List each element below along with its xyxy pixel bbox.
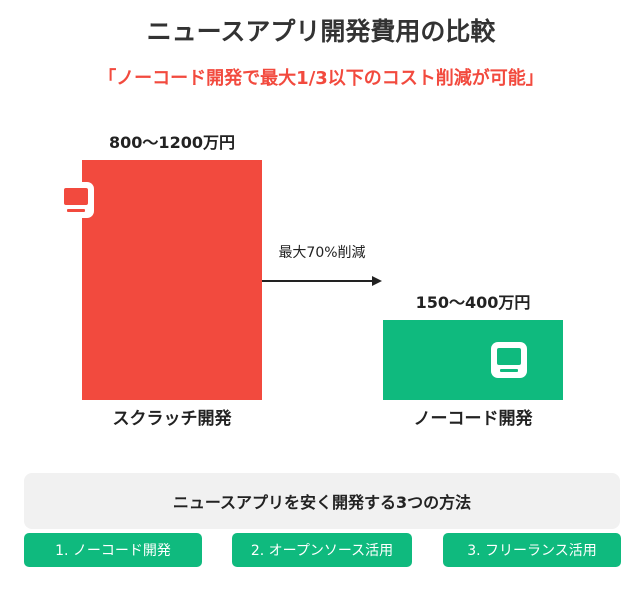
methods-heading: ニュースアプリを安く開発する3つの方法 [172,493,472,512]
method-opensource-button[interactable]: 2. オープンソース活用 [232,533,412,567]
bar-value-label: 800〜1200万円 [109,133,235,152]
monitor-icon [491,342,527,378]
method-label: 2. オープンソース活用 [250,543,394,559]
method-nocode-button[interactable]: 1. ノーコード開発 [24,533,202,567]
bar-scratch [82,160,262,400]
monitor-icon [58,182,94,218]
bar-value-label: 150〜400万円 [416,293,531,312]
method-label: 1. ノーコード開発 [55,543,171,559]
bar-category-label: スクラッチ開発 [113,408,233,429]
method-freelance-button[interactable]: 3. フリーランス活用 [443,533,621,567]
method-label: 3. フリーランス活用 [467,543,597,559]
page-subtitle: 「ノーコード開発で最大1/3以下のコスト削減が可能」 [98,68,544,89]
bar-nocode [383,320,563,400]
monitor-icon-stand [67,209,85,212]
methods-heading-panel: ニュースアプリを安く開発する3つの方法 [24,473,620,529]
monitor-icon-stand [500,369,518,372]
monitor-icon-screen [64,188,88,205]
bar-category-label: ノーコード開発 [414,408,534,429]
reduction-annotation: 最大70%削減 [278,244,365,261]
page-title: ニュースアプリ開発費用の比較 [146,17,496,46]
monitor-icon-screen [497,348,521,365]
